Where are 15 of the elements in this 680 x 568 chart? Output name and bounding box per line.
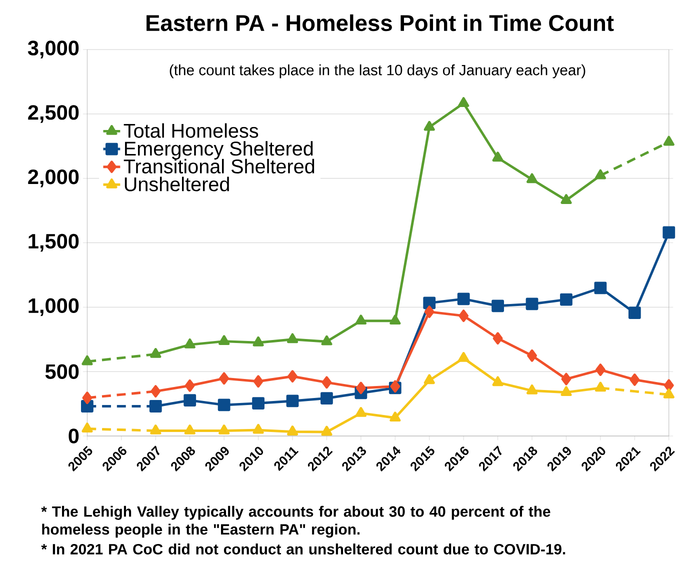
legend-label: Emergency Sheltered: [125, 141, 313, 160]
legend-label: Transitional Sheltered: [124, 159, 314, 174]
annotation: (the count takes place in the last 10 days of January each year): [170, 64, 586, 78]
y-tick-label: 3,000: [28, 40, 79, 59]
legend-label: Unsheltered: [124, 176, 229, 192]
y-tick-label: 1,000: [28, 298, 79, 316]
y-tick-label: 2,000: [28, 170, 79, 188]
y-tick-label: 1,500: [28, 234, 79, 252]
text: * In 2021 PA CoC did not conduct an unsheltered count due to COVID-19.: [41, 544, 566, 555]
y-tick-label: 0: [68, 428, 79, 444]
legend-label: Total Homeless: [124, 123, 258, 138]
chart-title: Eastern PA - Homeless Point in Time Count: [146, 14, 614, 32]
y-tick-label: 2,500: [28, 105, 79, 123]
y-tick-label: 500: [45, 364, 79, 380]
text: * The Lehigh Valley typically accounts for about 30 to 40 percent of the homeless people in the "Eastern PA" region.: [41, 506, 550, 538]
